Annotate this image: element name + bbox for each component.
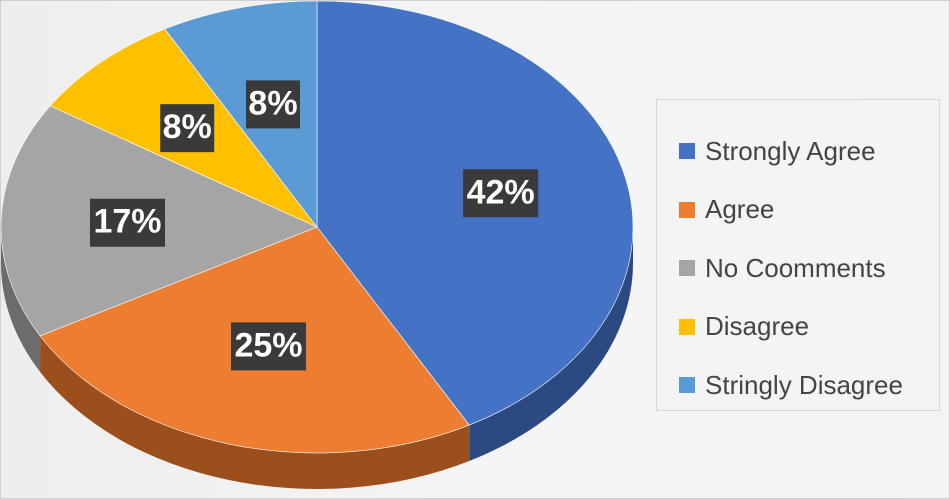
data-label-strongly-agree: 42%	[463, 169, 539, 218]
legend-swatch	[679, 201, 695, 218]
data-label-value: 25%	[234, 326, 302, 364]
legend-swatch	[679, 143, 695, 160]
data-label-box	[160, 104, 215, 153]
legend-label: No Coomments	[705, 252, 886, 283]
legend-item-stringly-disagree: Stringly Disagree	[657, 356, 939, 415]
pie-slice-stringly-disagree	[164, 1, 318, 228]
legend: Strongly Agree Agree No Coomments Disagree S…	[656, 99, 940, 411]
pie-side-strongly-agree	[469, 227, 633, 462]
legend-swatch	[679, 377, 695, 394]
data-label-disagree: 8%	[160, 104, 215, 153]
data-label-box	[89, 198, 165, 247]
legend-item-strongly-agree: Strongly Agree	[657, 122, 939, 181]
data-label-box	[245, 80, 300, 129]
data-label-value: 17%	[93, 203, 161, 241]
data-label-stringly-disagree: 8%	[245, 80, 300, 129]
legend-item-no-coomments: No Coomments	[657, 239, 939, 298]
legend-label: Strongly Agree	[705, 135, 876, 166]
pie-side-no-coomments	[1, 227, 41, 372]
data-label-agree: 25%	[231, 322, 307, 371]
data-label-box	[463, 169, 539, 218]
legend-label: Stringly Disagree	[705, 369, 903, 400]
legend-swatch	[679, 260, 695, 277]
legend-item-agree: Agree	[657, 181, 939, 240]
legend-label: Agree	[705, 194, 775, 225]
legend-item-disagree: Disagree	[657, 298, 939, 357]
data-label-box	[231, 322, 307, 371]
legend-swatch	[679, 318, 695, 335]
legend-label: Disagree	[705, 311, 810, 342]
data-label-no-coomments: 17%	[89, 198, 165, 247]
data-label-value: 8%	[163, 108, 212, 146]
data-label-value: 42%	[467, 173, 535, 211]
data-label-value: 8%	[248, 84, 297, 122]
pie-data-labels: 42% 25% 17% 8% 8%	[89, 80, 539, 371]
